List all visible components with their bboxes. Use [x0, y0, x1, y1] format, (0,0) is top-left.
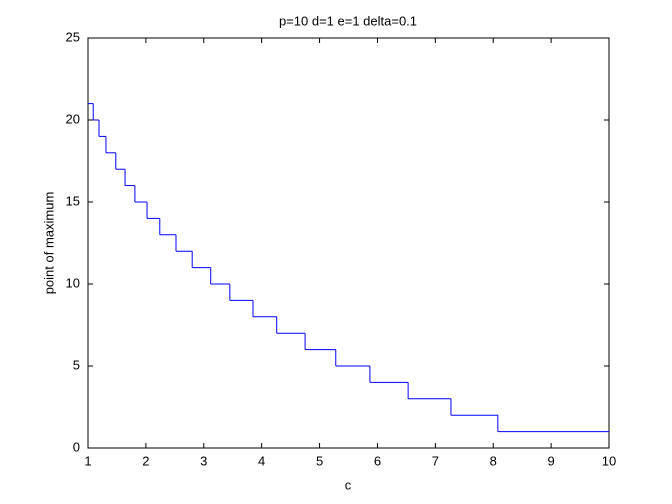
- x-tick-label: 2: [142, 453, 149, 468]
- chart-title: p=10 d=1 e=1 delta=0.1: [279, 13, 417, 28]
- x-tick-label: 10: [602, 453, 616, 468]
- y-tick-label: 20: [66, 111, 80, 126]
- x-tick-label: 4: [258, 453, 265, 468]
- x-tick-label: 8: [490, 453, 497, 468]
- y-tick-label: 5: [73, 357, 80, 372]
- x-tick-label: 6: [374, 453, 381, 468]
- y-axis-label: point of maximum: [41, 192, 56, 295]
- y-tick-label: 10: [66, 275, 80, 290]
- x-tick-label: 5: [316, 453, 323, 468]
- plot-frame: [87, 37, 610, 449]
- x-tick-label: 3: [200, 453, 207, 468]
- y-tick-label: 0: [73, 439, 80, 454]
- x-tick-label: 1: [84, 453, 91, 468]
- y-tick-label: 15: [66, 193, 80, 208]
- x-tick-label: 9: [547, 453, 554, 468]
- x-tick-label: 7: [432, 453, 439, 468]
- x-axis-label: c: [345, 477, 352, 492]
- y-tick-label: 25: [66, 29, 80, 44]
